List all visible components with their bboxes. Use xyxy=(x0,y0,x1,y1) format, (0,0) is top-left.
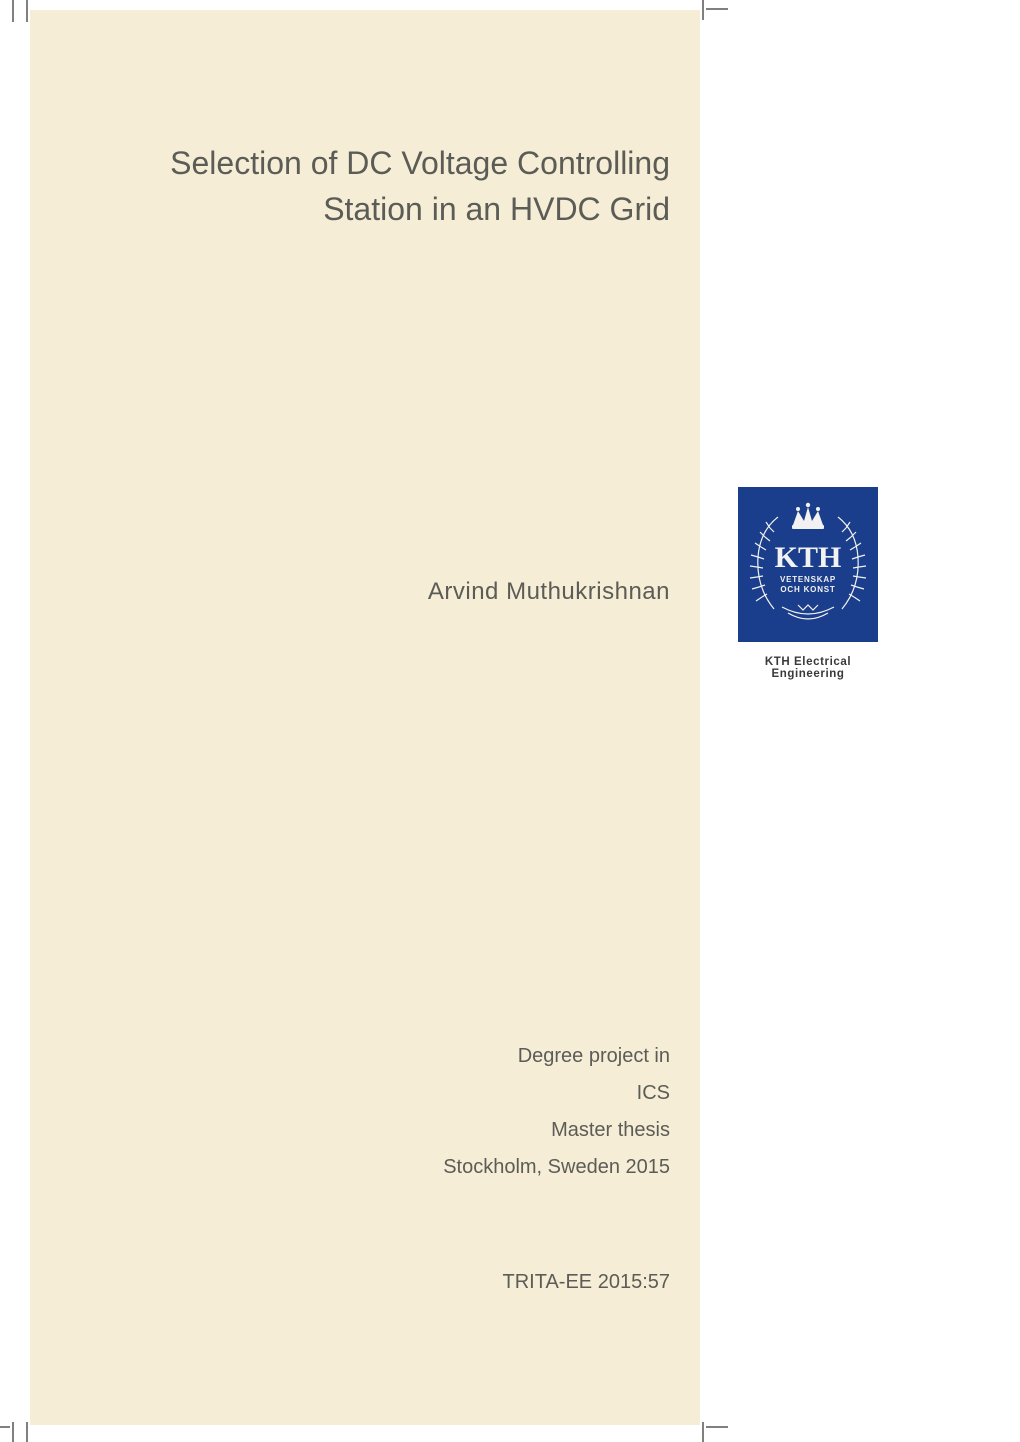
kth-logo-letters: KTH xyxy=(775,541,842,574)
kth-logo-caption: KTH Electrical Engineering xyxy=(728,656,888,680)
cropmark xyxy=(12,1422,14,1442)
cropmark xyxy=(706,8,728,10)
kth-logo-icon: KTH VETENSKAP OCH KONST xyxy=(738,487,878,642)
cropmark xyxy=(12,0,14,22)
cropmark xyxy=(26,1422,28,1442)
cropmark xyxy=(706,1426,728,1428)
footer-trita-code: TRITA-EE 2015:57 xyxy=(90,1264,670,1301)
cropmark xyxy=(702,0,704,20)
kth-logo-subtext-1: VETENSKAP xyxy=(780,575,836,584)
footer-thesis-type: Master thesis xyxy=(90,1112,670,1149)
kth-logo-block: KTH VETENSKAP OCH KONST KTH Electrical E… xyxy=(728,487,888,680)
footer-department: ICS xyxy=(90,1075,670,1112)
thesis-title: Selection of DC Voltage Controlling Stat… xyxy=(90,140,670,233)
title-line-2: Station in an HVDC Grid xyxy=(90,186,670,232)
cropmark xyxy=(702,1422,704,1442)
cropmark xyxy=(26,0,28,22)
kth-logo-subtext-2: OCH KONST xyxy=(780,585,835,594)
footer-block: Degree project in ICS Master thesis Stoc… xyxy=(90,1038,670,1301)
footer-degree-project: Degree project in xyxy=(90,1038,670,1075)
cropmark xyxy=(0,1426,10,1428)
title-line-1: Selection of DC Voltage Controlling xyxy=(90,140,670,186)
cover-page: Selection of DC Voltage Controlling Stat… xyxy=(30,10,700,1425)
footer-location-year: Stockholm, Sweden 2015 xyxy=(90,1149,670,1186)
author-name: Arvind Muthukrishnan xyxy=(90,578,670,606)
